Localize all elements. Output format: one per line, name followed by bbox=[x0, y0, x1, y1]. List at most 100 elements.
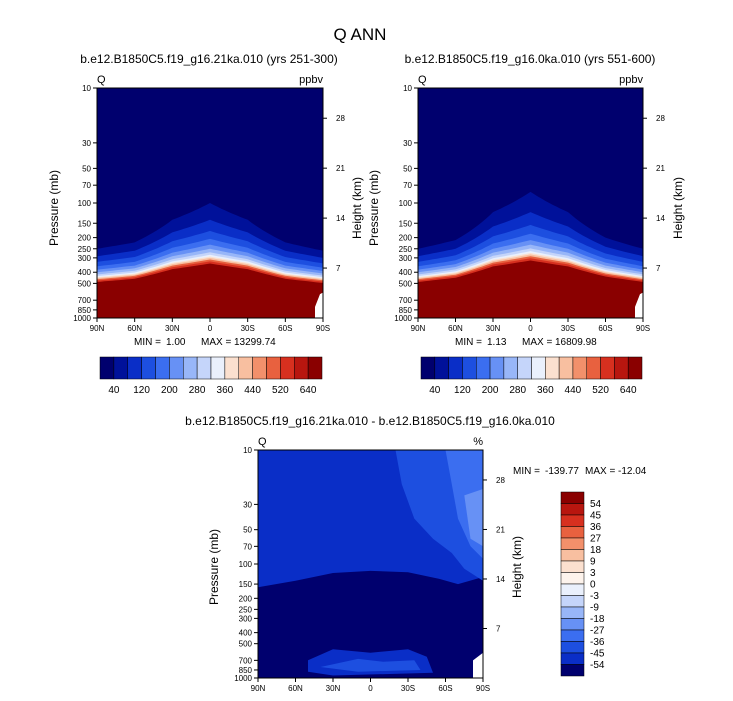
contour-band bbox=[258, 570, 483, 678]
colorbar-label: -45 bbox=[590, 649, 605, 660]
axes: 1030507010015020025030040050070085010002… bbox=[234, 446, 505, 693]
x-tick-label: 60N bbox=[127, 324, 142, 333]
colorbar-swatch bbox=[196, 356, 212, 380]
y2-tick-label: 28 bbox=[496, 476, 505, 485]
colorbar-label: 54 bbox=[590, 499, 602, 510]
colorbar-label: 0 bbox=[590, 580, 596, 591]
x-tick-label: 0 bbox=[528, 324, 533, 333]
y-tick-label: 250 bbox=[399, 245, 413, 254]
y2-tick-label: 21 bbox=[496, 526, 505, 535]
colorbar-swatch bbox=[113, 356, 128, 380]
colorbar-swatch bbox=[560, 629, 585, 642]
y-axis-label: Pressure (mb) bbox=[367, 170, 381, 246]
x-tick-label: 90S bbox=[476, 684, 490, 693]
x-tick-label: 90N bbox=[411, 324, 426, 333]
colorbar-swatch bbox=[238, 356, 253, 380]
y-tick-label: 30 bbox=[82, 139, 91, 148]
axes: 1030507010015020025030040050070085010002… bbox=[394, 84, 665, 333]
x-tick-label: 90S bbox=[636, 324, 650, 333]
colorbar-label: -36 bbox=[590, 637, 605, 648]
colorbar-label: 36 bbox=[590, 522, 602, 533]
x-tick-label: 30N bbox=[165, 324, 180, 333]
panel-upper-left: b.e12.B1850C5.f19_g16.21ka.010 (yrs 251-… bbox=[47, 52, 364, 396]
y2-tick-label: 7 bbox=[656, 264, 661, 273]
colorbar-swatch bbox=[560, 526, 585, 539]
y-tick-label: 70 bbox=[82, 181, 91, 190]
colorbar-swatch bbox=[560, 595, 585, 608]
x-tick-label: 0 bbox=[208, 324, 213, 333]
y-tick-label: 50 bbox=[82, 164, 91, 173]
stats-min-value: 1.00 bbox=[166, 337, 186, 348]
y-tick-label: 200 bbox=[78, 234, 92, 243]
colorbar-swatch bbox=[266, 356, 281, 380]
stats-max-value: -12.04 bbox=[618, 466, 647, 477]
stats-min-value: 1.13 bbox=[487, 337, 507, 348]
colorbar-label: 3 bbox=[590, 568, 596, 579]
y-tick-label: 150 bbox=[239, 580, 253, 589]
colorbar-swatch bbox=[560, 560, 585, 573]
y-tick-label: 1000 bbox=[73, 314, 91, 323]
y2-tick-label: 14 bbox=[656, 214, 665, 223]
y-tick-label: 30 bbox=[243, 500, 252, 509]
y-tick-label: 700 bbox=[239, 656, 253, 665]
contour-band bbox=[464, 489, 483, 547]
corner-variable: Q bbox=[418, 74, 427, 86]
colorbar-label: 120 bbox=[133, 385, 150, 396]
stats-max-label: MAX = bbox=[201, 337, 231, 348]
y-axis-label: Pressure (mb) bbox=[207, 529, 221, 605]
y-tick-label: 250 bbox=[239, 605, 253, 614]
y-tick-label: 10 bbox=[243, 446, 252, 455]
heatmap-field bbox=[258, 450, 483, 678]
colorbar-swatch bbox=[558, 356, 574, 380]
y-tick-label: 100 bbox=[78, 199, 92, 208]
y-tick-label: 200 bbox=[399, 234, 413, 243]
x-tick-label: 30S bbox=[241, 324, 255, 333]
colorbar-swatch bbox=[210, 356, 226, 380]
y-tick-label: 300 bbox=[239, 614, 253, 623]
colorbar-swatch bbox=[294, 356, 309, 380]
y-tick-label: 100 bbox=[239, 560, 253, 569]
y2-tick-label: 21 bbox=[656, 164, 665, 173]
colorbar-label: 40 bbox=[108, 385, 120, 396]
colorbar-label: 200 bbox=[161, 385, 178, 396]
colorbar-swatch bbox=[476, 356, 491, 380]
colorbar-swatch bbox=[560, 503, 585, 516]
y-tick-label: 50 bbox=[403, 164, 412, 173]
colorbar-swatch bbox=[224, 356, 239, 380]
colorbar-swatch bbox=[572, 356, 587, 380]
x-tick-label: 60N bbox=[288, 684, 303, 693]
y-tick-label: 50 bbox=[243, 526, 252, 535]
x-tick-label: 90N bbox=[90, 324, 105, 333]
topography-mask bbox=[473, 652, 483, 678]
y2-tick-label: 28 bbox=[656, 114, 665, 123]
colorbar-swatch bbox=[560, 491, 585, 504]
panel-title: b.e12.B1850C5.f19_g16.21ka.010 (yrs 251-… bbox=[80, 52, 338, 66]
colorbar-label: 520 bbox=[592, 385, 609, 396]
x-tick-label: 30S bbox=[401, 684, 415, 693]
colorbar-label: 27 bbox=[590, 534, 602, 545]
colorbar-swatch bbox=[560, 606, 585, 619]
stats-min-value: -139.77 bbox=[545, 466, 579, 477]
x-tick-label: 30S bbox=[561, 324, 575, 333]
colorbar-swatch bbox=[517, 356, 532, 380]
colorbar-label: -3 bbox=[590, 591, 599, 602]
y-tick-label: 70 bbox=[243, 542, 252, 551]
y-tick-label: 70 bbox=[403, 181, 412, 190]
x-tick-label: 90N bbox=[251, 684, 266, 693]
y2-tick-label: 21 bbox=[336, 164, 345, 173]
colorbar-swatch bbox=[560, 652, 585, 665]
colorbar-swatch bbox=[99, 356, 115, 380]
y2-tick-label: 7 bbox=[336, 264, 341, 273]
x-tick-label: 60S bbox=[598, 324, 612, 333]
y2-tick-label: 14 bbox=[496, 575, 505, 584]
corner-variable: Q bbox=[97, 74, 106, 86]
colorbar-swatch bbox=[560, 664, 585, 677]
corner-variable: Q bbox=[258, 436, 267, 448]
colorbar-label: 120 bbox=[454, 385, 471, 396]
colorbar-label: -18 bbox=[590, 614, 605, 625]
colorbar-swatch bbox=[448, 356, 463, 380]
colorbar-label: 440 bbox=[565, 385, 582, 396]
stats-max-label: MAX = bbox=[585, 466, 615, 477]
y-tick-label: 150 bbox=[399, 219, 413, 228]
contour-band bbox=[97, 263, 323, 318]
